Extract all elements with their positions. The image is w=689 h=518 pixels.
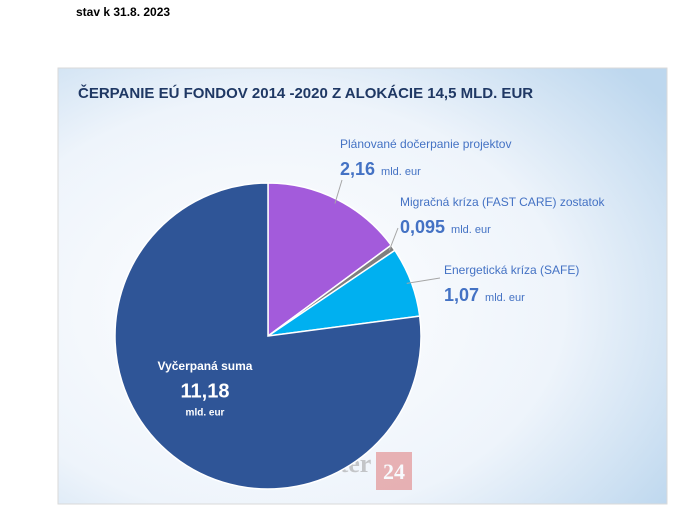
leader-line [406, 277, 441, 284]
slice-name: Vyčerpaná suma [158, 359, 253, 373]
leader-line [334, 179, 343, 204]
slice-name: Plánované dočerpanie projektov [340, 137, 511, 151]
slice-unit: mld. eur [186, 408, 225, 419]
watermark-box [376, 452, 412, 490]
slice-value: 11,18 [181, 380, 230, 402]
slice-value: 1,07 [444, 285, 479, 305]
slice-value: 2,16 [340, 159, 375, 179]
chart-title: ČERPANIE EÚ FONDOV 2014 -2020 Z ALOKÁCIE… [78, 84, 533, 102]
slice-value: 0,095 [400, 217, 445, 237]
slice-unit: mld. eur [451, 224, 491, 236]
slice-name: Energetická kríza (SAFE) [444, 263, 579, 277]
slices [114, 182, 422, 490]
note: stav k 31.8. 2023 [76, 5, 170, 19]
leader-line [388, 227, 399, 251]
slice-unit: mld. eur [485, 292, 525, 304]
slice-unit: mld. eur [381, 166, 421, 178]
slice-name: Migračná kríza (FAST CARE) zostatok [400, 195, 606, 209]
pie-slice [267, 182, 393, 338]
watermark-number: 24 [383, 459, 405, 484]
pie-slice [114, 182, 422, 490]
